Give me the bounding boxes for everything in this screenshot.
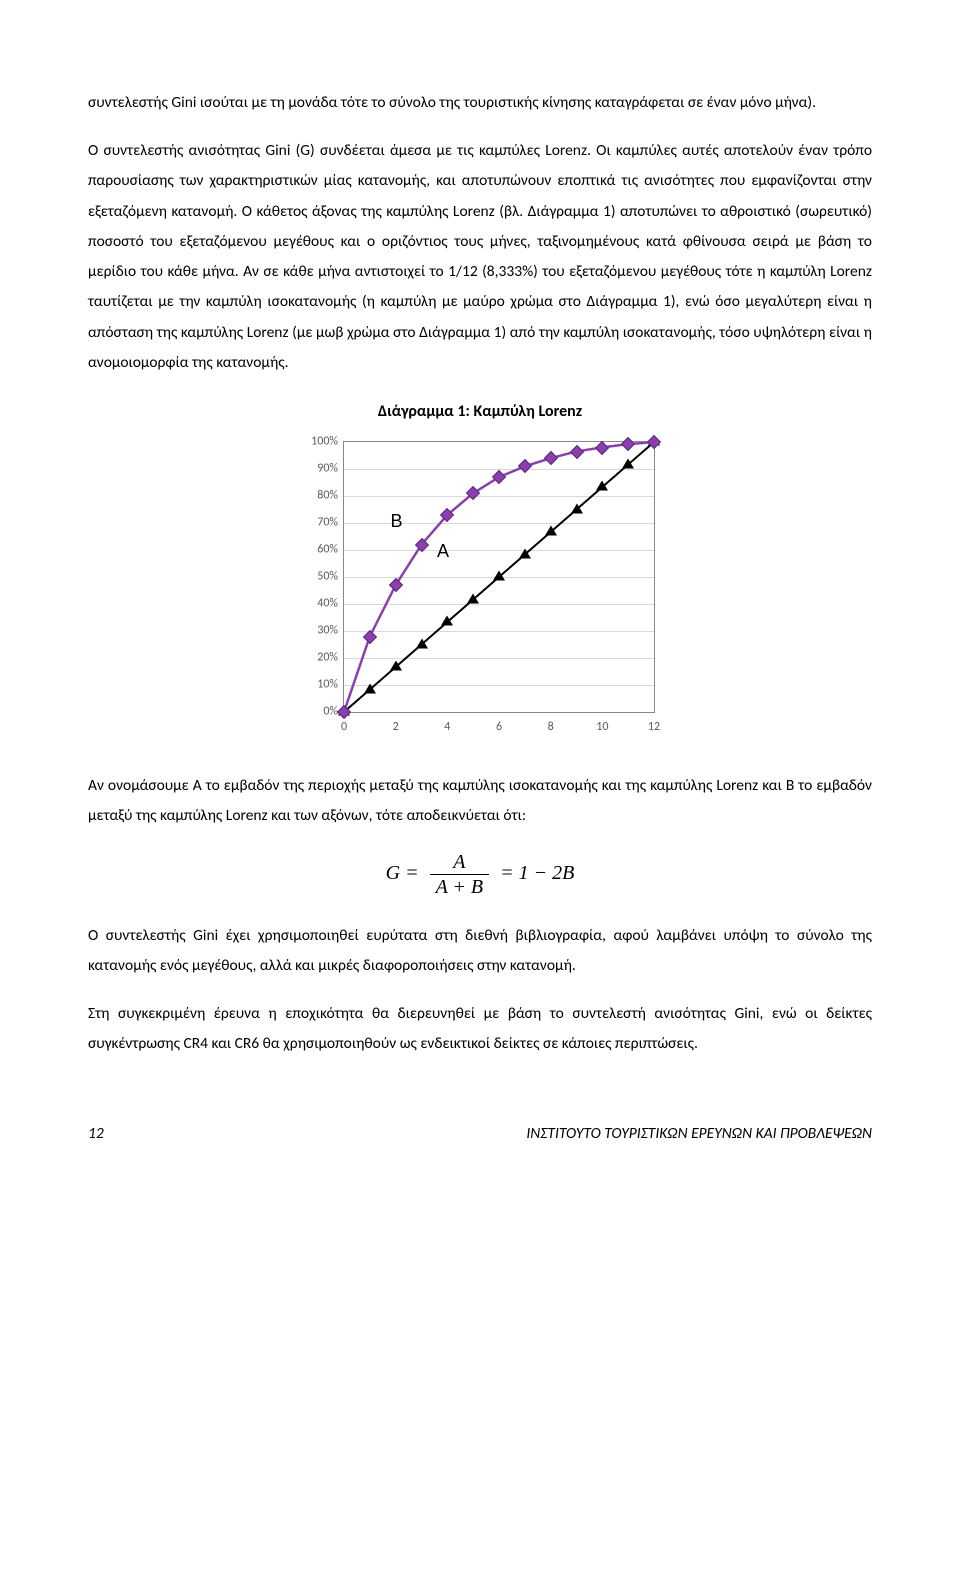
equality-marker xyxy=(596,481,608,491)
paragraph-3: Αν ονομάσουμε Α το εμβαδόν της περιοχής … xyxy=(88,771,872,831)
y-tick-label: 10% xyxy=(317,673,338,696)
paragraph-4: Ο συντελεστής Gini έχει χρησιμοποιηθεί ε… xyxy=(88,921,872,981)
chart-container: 0% 10% 20% 30% 40% 50% 60% 70% 80% 90% 100% 0 2 4 6 8 10… xyxy=(88,433,872,743)
equality-marker xyxy=(467,593,479,603)
formula-lhs: G xyxy=(386,862,400,884)
x-tick-label: 2 xyxy=(393,716,399,739)
equality-marker xyxy=(416,638,428,648)
equality-marker xyxy=(545,526,557,536)
formula-rhs: 1 − 2B xyxy=(519,862,575,884)
frac-denominator: A + B xyxy=(430,875,490,899)
page-footer: 12 ΙΝΣΤΙΤΟΥΤΟ ΤΟΥΡΙΣΤΙΚΩΝ ΕΡΕΥΝΩΝ ΚΑΙ ΠΡ… xyxy=(88,1119,872,1149)
footer-org: ΙΝΣΤΙΤΟΥΤΟ ΤΟΥΡΙΣΤΙΚΩΝ ΕΡΕΥΝΩΝ ΚΑΙ ΠΡΟΒΛ… xyxy=(526,1119,872,1149)
y-tick-label: 30% xyxy=(317,619,338,642)
y-tick-label: 60% xyxy=(317,538,338,561)
paragraph-5: Στη συγκεκριμένη έρευνα η εποχικότητα θα… xyxy=(88,999,872,1059)
y-tick-label: 80% xyxy=(317,484,338,507)
equality-marker xyxy=(622,458,634,468)
y-tick-label: 90% xyxy=(317,457,338,480)
x-tick-label: 8 xyxy=(548,716,554,739)
y-tick-label: 40% xyxy=(317,592,338,615)
x-tick-label: 12 xyxy=(648,716,660,739)
region-label-a: A xyxy=(437,534,449,569)
x-tick-label: 10 xyxy=(596,716,608,739)
lorenz-chart: 0% 10% 20% 30% 40% 50% 60% 70% 80% 90% 100% 0 2 4 6 8 10… xyxy=(295,433,665,743)
formula-eq2: = xyxy=(500,862,514,884)
y-tick-label: 0% xyxy=(323,700,338,723)
frac-numerator: A xyxy=(430,850,490,875)
equality-marker xyxy=(364,683,376,693)
paragraph-1: συντελεστής Gini ισούται με τη μονάδα τό… xyxy=(88,88,872,118)
y-tick-label: 70% xyxy=(317,511,338,534)
formula: G = A A + B = 1 − 2B xyxy=(88,850,872,899)
region-label-b: B xyxy=(391,504,403,539)
y-tick-label: 50% xyxy=(317,565,338,588)
x-tick-label: 0 xyxy=(341,716,347,739)
equality-marker xyxy=(390,661,402,671)
equality-marker xyxy=(571,503,583,513)
chart-title: Διάγραμμα 1: Καμπύλη Lorenz xyxy=(88,396,872,427)
x-tick-label: 4 xyxy=(444,716,450,739)
paragraph-2: Ο συντελεστής ανισότητας Gini (G) συνδέε… xyxy=(88,136,872,378)
plot-area: 0%10%20%30%40%50%60%70%80%90%100%0246810… xyxy=(343,441,655,713)
equality-marker xyxy=(519,548,531,558)
formula-eq1: = xyxy=(405,862,419,884)
y-tick-label: 20% xyxy=(317,646,338,669)
y-tick-label: 100% xyxy=(311,430,338,453)
page-number: 12 xyxy=(88,1119,104,1149)
equality-marker xyxy=(493,571,505,581)
x-tick-label: 6 xyxy=(496,716,502,739)
formula-fraction: A A + B xyxy=(430,850,490,899)
equality-marker xyxy=(441,616,453,626)
